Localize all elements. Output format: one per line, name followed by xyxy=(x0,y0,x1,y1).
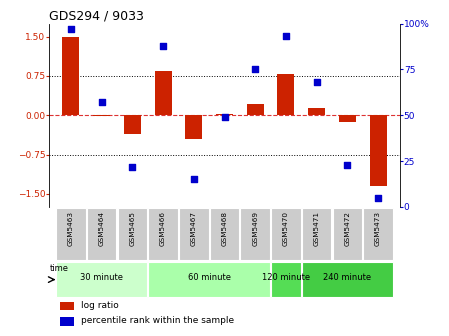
Bar xyxy=(179,208,208,260)
Bar xyxy=(56,208,86,260)
Bar xyxy=(302,208,331,260)
Text: GSM5465: GSM5465 xyxy=(129,211,135,246)
Point xyxy=(129,164,136,169)
Bar xyxy=(339,115,356,122)
Text: GDS294 / 9033: GDS294 / 9033 xyxy=(49,9,144,23)
Point xyxy=(190,177,198,182)
Text: GSM5472: GSM5472 xyxy=(344,211,350,246)
Bar xyxy=(60,317,74,326)
Text: GSM5469: GSM5469 xyxy=(252,211,258,246)
Text: GSM5468: GSM5468 xyxy=(221,211,228,246)
Text: 60 minute: 60 minute xyxy=(188,273,231,282)
Bar xyxy=(93,115,110,116)
Point xyxy=(98,100,105,105)
Text: GSM5473: GSM5473 xyxy=(375,211,381,246)
Bar xyxy=(271,262,301,297)
Bar xyxy=(302,262,393,297)
Point xyxy=(67,26,75,32)
Text: 120 minute: 120 minute xyxy=(262,273,310,282)
Bar xyxy=(241,208,270,260)
Text: GSM5466: GSM5466 xyxy=(160,211,166,246)
Text: time: time xyxy=(49,263,68,272)
Bar xyxy=(210,208,239,260)
Bar xyxy=(277,74,295,115)
Bar xyxy=(62,37,79,115)
Bar xyxy=(148,262,270,297)
Bar xyxy=(154,71,172,115)
Text: percentile rank within the sample: percentile rank within the sample xyxy=(81,316,234,325)
Bar xyxy=(118,208,147,260)
Point xyxy=(282,34,290,39)
Point xyxy=(344,162,351,167)
Text: 240 minute: 240 minute xyxy=(323,273,371,282)
Text: GSM5471: GSM5471 xyxy=(314,211,320,246)
Bar xyxy=(308,109,325,115)
Bar xyxy=(124,115,141,134)
Point xyxy=(374,195,382,201)
Bar xyxy=(60,302,74,310)
Bar xyxy=(148,208,178,260)
Text: GSM5463: GSM5463 xyxy=(68,211,74,246)
Point xyxy=(221,114,228,120)
Text: GSM5470: GSM5470 xyxy=(283,211,289,246)
Bar xyxy=(333,208,362,260)
Bar xyxy=(363,208,393,260)
Point xyxy=(313,80,320,85)
Point xyxy=(159,43,167,48)
Text: GSM5464: GSM5464 xyxy=(99,211,105,246)
Text: 30 minute: 30 minute xyxy=(80,273,123,282)
Bar xyxy=(185,115,202,139)
Bar xyxy=(370,115,387,186)
Bar xyxy=(247,104,264,115)
Bar xyxy=(216,114,233,115)
Bar xyxy=(271,208,301,260)
Bar xyxy=(56,262,147,297)
Point xyxy=(251,67,259,72)
Bar xyxy=(87,208,116,260)
Text: log ratio: log ratio xyxy=(81,301,119,310)
Text: GSM5467: GSM5467 xyxy=(191,211,197,246)
